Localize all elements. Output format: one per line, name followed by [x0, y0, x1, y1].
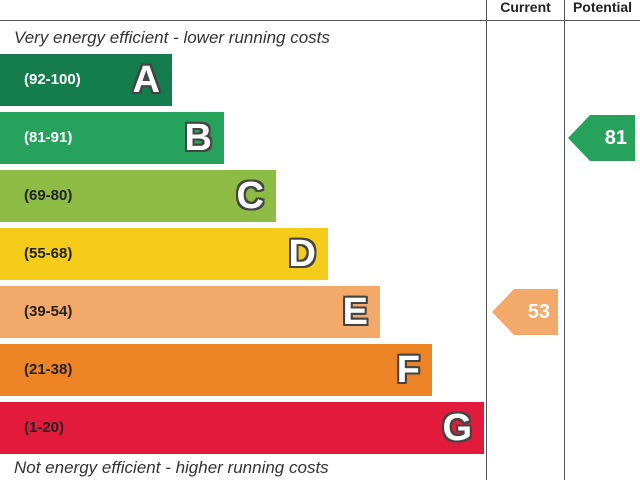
- band-a: (92-100) A: [0, 54, 172, 106]
- band-range-label: (55-68): [24, 245, 73, 262]
- band-letter: F: [396, 349, 420, 391]
- band-range-label: (21-38): [24, 361, 73, 378]
- top-caption: Very energy efficient - lower running co…: [14, 28, 330, 47]
- band-letter: B: [184, 117, 212, 159]
- bottom-caption: Not energy efficient - higher running co…: [14, 458, 329, 477]
- current-rating-arrow: 53: [492, 289, 558, 335]
- band-e: (39-54) E: [0, 286, 380, 338]
- band-range-label: (81-91): [24, 129, 73, 146]
- current-rating-arrow-value: 53: [527, 301, 550, 323]
- potential-column-rule: [564, 0, 565, 480]
- band-range-label: (39-54): [24, 303, 73, 320]
- current-header: Current: [500, 0, 551, 15]
- band-letter: C: [236, 175, 264, 217]
- band-range-label: (1-20): [24, 419, 65, 436]
- band-d: (55-68) D: [0, 228, 328, 280]
- band-f: (21-38) F: [0, 344, 432, 396]
- band-letter: E: [342, 291, 368, 333]
- header-rule: [0, 20, 640, 21]
- band-letter: G: [442, 407, 472, 449]
- band-g: (1-20) G: [0, 402, 484, 454]
- potential-rating-arrow: 81: [568, 115, 635, 161]
- current-column-rule: [486, 0, 487, 480]
- band-c: (69-80) C: [0, 170, 276, 222]
- band-b: (81-91) B: [0, 112, 224, 164]
- band-range-label: (69-80): [24, 187, 73, 204]
- potential-rating-arrow-value: 81: [604, 127, 627, 149]
- potential-header: Potential: [572, 0, 633, 15]
- band-letter: D: [288, 233, 316, 275]
- band-letter: A: [132, 59, 160, 101]
- band-range-label: (92-100): [24, 71, 81, 88]
